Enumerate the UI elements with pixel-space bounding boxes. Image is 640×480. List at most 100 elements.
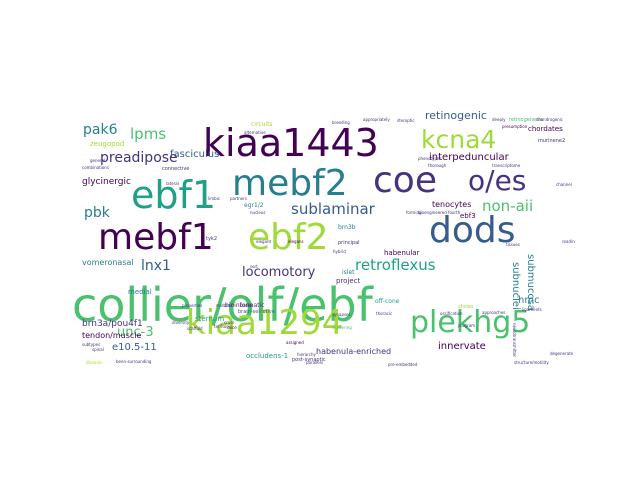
word-program: program	[458, 323, 476, 328]
word-scaffold: scaffold	[187, 326, 203, 331]
word-structure-motility: structure/motility	[514, 360, 549, 365]
word-mebf1: mebf1	[98, 217, 214, 258]
word-retroflexus: retroflexus	[355, 256, 436, 274]
word-territory: territory	[214, 324, 231, 329]
word-islet: islet	[342, 269, 355, 276]
word-fasciculus: fasciculus	[170, 149, 220, 160]
word-unc-3: unc-3	[117, 325, 154, 340]
word-hybrid: hybrid	[333, 249, 346, 254]
word-mice: mice	[227, 325, 237, 330]
word-breeding: breeding	[332, 120, 350, 125]
word-elegans: elegans	[288, 239, 304, 244]
word-assigned: assigned	[286, 340, 304, 345]
word-circuits: circuits	[251, 121, 273, 128]
word-steroptic: steroptic	[397, 118, 415, 123]
word-ligaments: ligaments	[522, 307, 542, 312]
word-appropriately: appropriately	[363, 117, 390, 122]
word-pre-embedded: pre-embedded	[388, 362, 418, 367]
word-retinogenic: retinogenic	[425, 110, 487, 122]
word-sternum: sternum	[195, 315, 225, 323]
word-connective: connective	[162, 166, 190, 172]
word-subtypes: subtypes	[82, 342, 101, 347]
word-sert: sert	[250, 264, 258, 269]
word-channel: channel	[556, 182, 572, 187]
word-ebf2: ebf2	[248, 217, 329, 258]
word-brn3b: brn3b	[338, 224, 356, 231]
word-alternative: alternative	[244, 130, 266, 135]
word-general: general	[90, 158, 106, 163]
word-principal: principal	[338, 240, 360, 246]
word-murinene2: murinene2	[538, 138, 566, 144]
word-combinations: combinations	[82, 165, 109, 170]
word-partners: partners	[230, 196, 247, 201]
word-cross: cross	[224, 320, 235, 325]
word-chordates: chordates	[528, 125, 563, 133]
word-diversity: diversity	[172, 320, 190, 325]
word-thoracic: thoracic	[376, 311, 393, 316]
word-shows: shows	[458, 304, 474, 310]
word-preadipose: preadipose	[100, 150, 178, 166]
word-non-aii: non-aii	[482, 197, 534, 215]
word-coe: coe	[373, 160, 437, 201]
word-collier-olf-ebf: collier/olf/ebf	[72, 278, 373, 332]
word-project: project	[336, 277, 361, 285]
word-post-synaptic: post-synaptic	[292, 357, 326, 363]
word-subnuclei: subnuclei	[510, 262, 521, 310]
word-nucleus: nucleus	[250, 210, 266, 215]
word-pak6: pak6	[83, 122, 118, 138]
word-submucosa: submucosa	[525, 254, 536, 311]
word-kiaa1443: kiaa1443	[203, 121, 379, 165]
word-limbic: limbic	[208, 196, 220, 201]
word-locomotory: locomotory	[242, 265, 316, 280]
word-tissues: tissues	[506, 242, 520, 247]
word-elegant: elegant	[256, 239, 272, 244]
word-midbrain: midbrain	[216, 303, 234, 308]
word-ebf1: ebf1	[131, 173, 217, 217]
word-forming: forming	[406, 210, 422, 215]
word-spinal: spinal	[92, 347, 104, 352]
word-parallels: parallels	[306, 360, 323, 365]
word-off-cone: off-cone	[375, 298, 400, 305]
word-lnx1: lnx1	[141, 258, 171, 274]
word-bioengineered-fourth: bioengineered fourth	[418, 210, 461, 215]
word-mebf2: mebf2	[232, 163, 348, 204]
word-e10-5-11: e10.5-11	[112, 342, 157, 353]
word-tyk2: tyk2	[206, 236, 217, 242]
word-transcriptome: transcriptome	[492, 163, 521, 168]
word-synapses: synapses	[332, 312, 351, 317]
word-vomeronasal: vomeronasal	[82, 258, 134, 267]
word-egr1-2: egr1/2	[244, 202, 264, 209]
word-interpeduncular: interpeduncular	[429, 152, 509, 163]
word-plekhg5: plekhg5	[410, 305, 531, 340]
word-cloud: collier/olf/ebf kiaa1443 mebf2 ebf2 coe …	[70, 110, 575, 368]
word-clustering: clustering	[332, 325, 352, 330]
word-phenotypes: phenotypes	[418, 156, 442, 161]
word-deeply: deeply	[492, 117, 506, 122]
word-chondrogenic: chondrogenic	[536, 117, 564, 122]
word-sublaminar: sublaminar	[291, 200, 375, 218]
word-zeugopod: zeugopod	[90, 140, 125, 148]
word-kiaa1294: kiaa1294	[186, 303, 344, 343]
word-libraries: libraries	[86, 360, 103, 365]
word-bodies: bodies	[240, 303, 254, 308]
word-approaches: approaches	[482, 310, 506, 315]
word-dods: dods	[429, 210, 516, 251]
word-degenerate: degenerate	[550, 351, 574, 356]
word-brn3a-pou4f1: brn3a/pou4f1	[82, 319, 143, 329]
word-hmc: hmc	[518, 295, 540, 306]
word-pbk: pbk	[84, 205, 110, 221]
word-lateral: lateral	[166, 181, 179, 186]
word-brain-selective: brain-selective	[238, 309, 275, 315]
word-occludens-1: occludens-1	[246, 352, 289, 360]
word-neurotransmitter: neurotransmitter	[512, 323, 517, 358]
word-reading: reading	[562, 239, 575, 244]
word-o-es: o/es	[468, 164, 527, 197]
word-lpms: lpms	[130, 125, 167, 143]
word-ebf3: ebf3	[460, 212, 476, 220]
word-kcna4: kcna4	[421, 125, 497, 154]
word-presumption: presumption	[502, 124, 528, 129]
word-ossification: ossification	[440, 311, 463, 316]
word-retinogenesis: retinogenesis	[509, 117, 543, 123]
word-properties: properties	[182, 303, 203, 308]
word-thorough: thorough	[428, 163, 447, 168]
